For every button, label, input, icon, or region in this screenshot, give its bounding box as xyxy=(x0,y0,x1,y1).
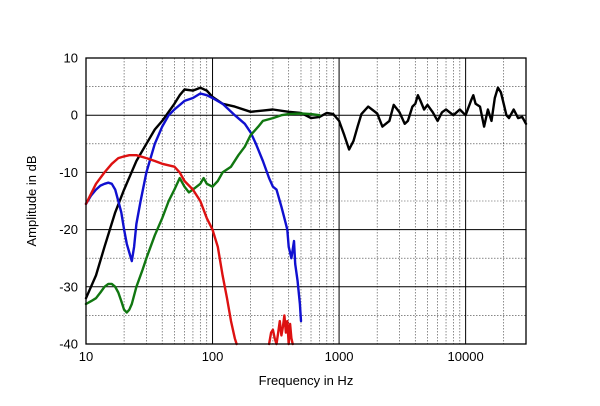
series-group xyxy=(84,86,528,346)
y-tick-label: -30 xyxy=(59,279,78,294)
x-axis-label: Frequency in Hz xyxy=(259,373,354,388)
x-tick-label: 1000 xyxy=(325,349,354,364)
grid xyxy=(85,57,527,345)
plot-frame xyxy=(85,57,527,345)
series-line-3 xyxy=(84,112,321,314)
y-tick-label: -40 xyxy=(59,337,78,352)
series-line-4 xyxy=(84,153,238,346)
y-tick-label: -10 xyxy=(59,165,78,180)
x-tick-label: 100 xyxy=(202,349,224,364)
series-line-5 xyxy=(267,314,294,346)
series-line-1 xyxy=(84,86,528,300)
y-tick-label: -20 xyxy=(59,222,78,237)
x-tick-label: 10000 xyxy=(448,349,484,364)
series-line-2 xyxy=(84,92,303,323)
y-tick-label: 0 xyxy=(71,108,78,123)
y-tick-label: 10 xyxy=(64,51,78,66)
x-tick-label: 10 xyxy=(79,349,93,364)
y-axis-label: Amplitude in dB xyxy=(24,155,39,246)
